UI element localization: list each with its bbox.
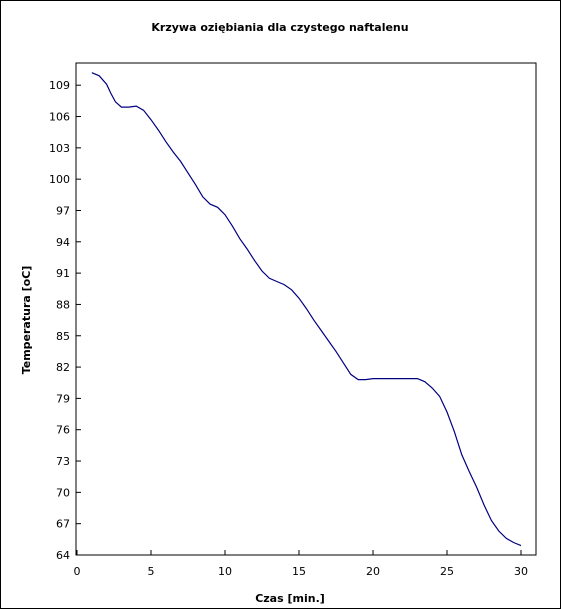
y-tick-label: 100 [49,173,70,186]
x-axis-label: Czas [min.] [255,592,325,605]
y-axis-label: Temperatura [oC] [20,266,33,375]
x-axis: 0 5 10 15 20 25 30 [74,550,528,578]
y-tick-label: 88 [56,298,70,311]
x-tick-label: 30 [514,565,528,578]
y-tick-label: 70 [56,486,70,499]
y-tick-label: 103 [49,142,70,155]
plot-area [75,62,537,556]
y-axis: 64 67 70 73 76 79 82 85 88 91 94 97 100 103 106 109 [49,79,81,562]
y-tick-label: 91 [56,267,70,280]
y-tick-label: 73 [56,455,70,468]
x-tick-label: 20 [366,565,380,578]
y-tick-label: 67 [56,518,70,531]
x-tick-label: 25 [440,565,454,578]
x-tick-label: 15 [292,565,306,578]
y-tick-label: 76 [56,424,70,437]
x-tick-label: 0 [74,565,81,578]
y-tick-label: 97 [56,204,70,217]
y-tick-label: 109 [49,79,70,92]
cooling-curve-line [91,72,522,547]
y-tick-label: 82 [56,361,70,374]
x-tick-label: 10 [218,565,232,578]
y-tick-label: 79 [56,392,70,405]
y-tick-label: 64 [56,549,70,562]
y-tick-label: 106 [49,111,70,124]
chart-title: Krzywa oziębiania dla czystego naftalenu [151,21,408,34]
x-tick-label: 5 [148,565,155,578]
y-tick-label: 94 [56,236,70,249]
y-tick-label: 85 [56,330,70,343]
